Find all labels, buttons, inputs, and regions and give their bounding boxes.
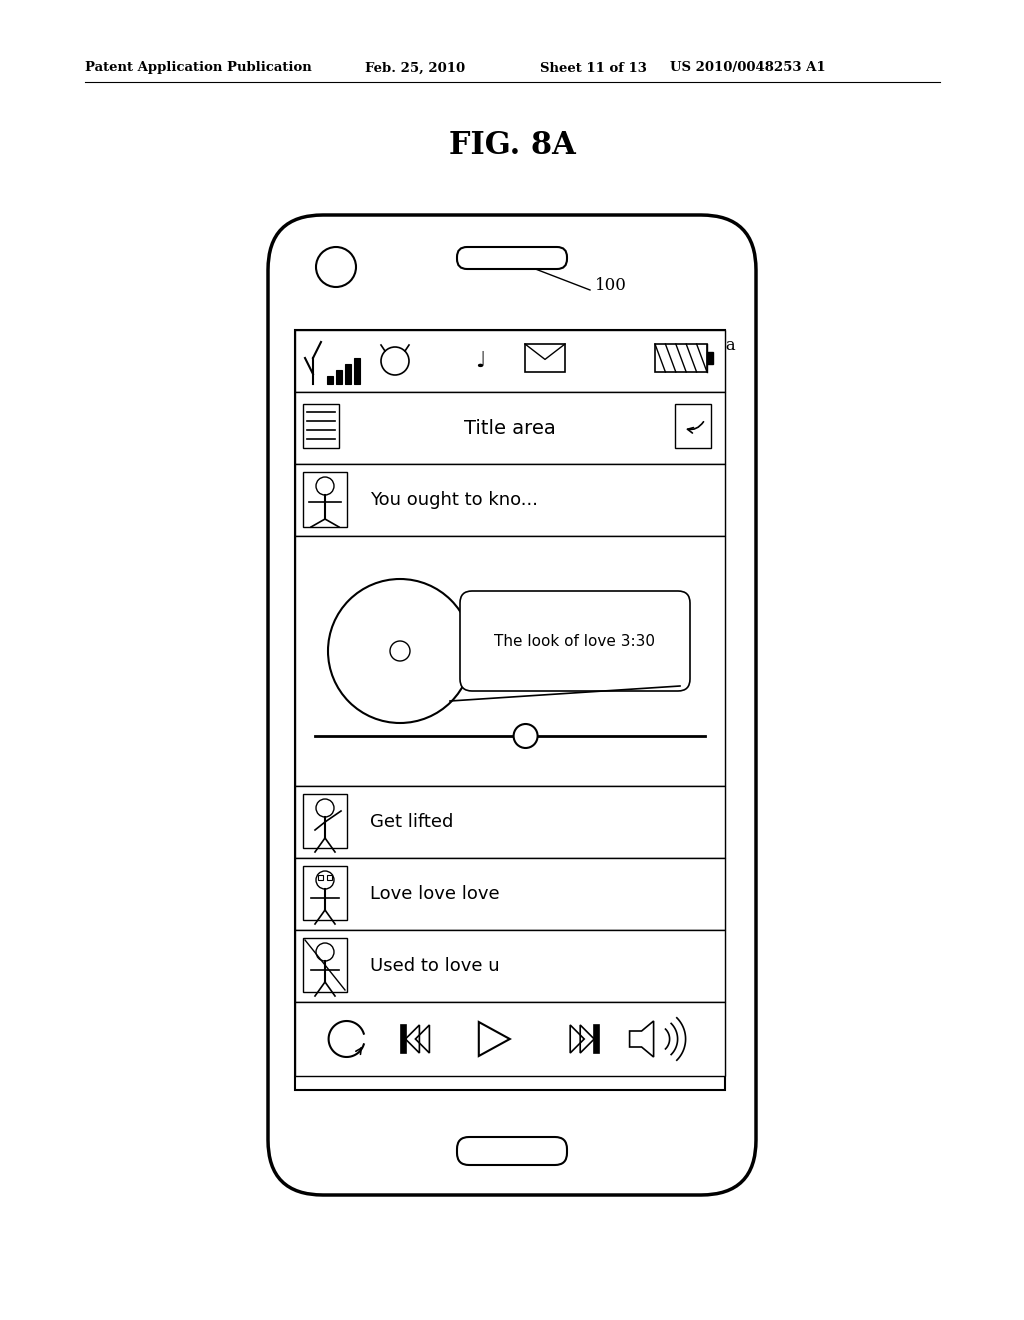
Bar [303, 866, 347, 920]
Bar [525, 345, 565, 372]
Bar [401, 1026, 407, 1053]
Bar [318, 875, 323, 880]
Bar [295, 536, 725, 785]
Circle shape [514, 723, 538, 748]
Text: Get lifted: Get lifted [370, 813, 454, 832]
Bar [303, 939, 347, 993]
Circle shape [316, 942, 334, 961]
Bar [345, 364, 351, 384]
Bar [303, 404, 339, 447]
FancyBboxPatch shape [457, 1137, 567, 1166]
Circle shape [316, 871, 334, 888]
Circle shape [381, 347, 409, 375]
Bar [295, 858, 725, 931]
Bar [295, 330, 725, 1090]
Bar [707, 352, 713, 364]
Bar [303, 473, 347, 527]
Bar [327, 376, 333, 384]
Bar [295, 1002, 725, 1076]
Text: Patent Application Publication: Patent Application Publication [85, 62, 311, 74]
Circle shape [316, 247, 356, 286]
Circle shape [328, 579, 472, 723]
Bar [675, 404, 711, 447]
Text: Used to love u: Used to love u [370, 957, 500, 975]
Bar [295, 330, 725, 392]
Bar [336, 370, 342, 384]
Bar [354, 358, 360, 384]
Circle shape [316, 477, 334, 495]
Bar [295, 465, 725, 536]
FancyBboxPatch shape [457, 247, 567, 269]
Bar [295, 931, 725, 1002]
Text: ♩: ♩ [475, 351, 485, 371]
FancyBboxPatch shape [268, 215, 756, 1195]
Text: US 2010/0048253 A1: US 2010/0048253 A1 [670, 62, 825, 74]
Text: The look of love 3:30: The look of love 3:30 [495, 634, 655, 648]
Bar [303, 795, 347, 847]
Bar [655, 345, 707, 372]
Text: 100: 100 [595, 276, 627, 293]
Text: FIG. 8A: FIG. 8A [449, 129, 575, 161]
Text: Love love love: Love love love [370, 884, 500, 903]
Bar [295, 785, 725, 858]
Circle shape [390, 642, 410, 661]
Bar [594, 1026, 599, 1053]
Text: Title area: Title area [464, 418, 556, 437]
Circle shape [316, 799, 334, 817]
Text: 151a: 151a [695, 337, 736, 354]
Bar [327, 875, 332, 880]
Bar [295, 392, 725, 465]
Text: Sheet 11 of 13: Sheet 11 of 13 [540, 62, 647, 74]
FancyBboxPatch shape [460, 591, 690, 690]
Text: Feb. 25, 2010: Feb. 25, 2010 [365, 62, 465, 74]
Text: You ought to kno...: You ought to kno... [370, 491, 538, 510]
